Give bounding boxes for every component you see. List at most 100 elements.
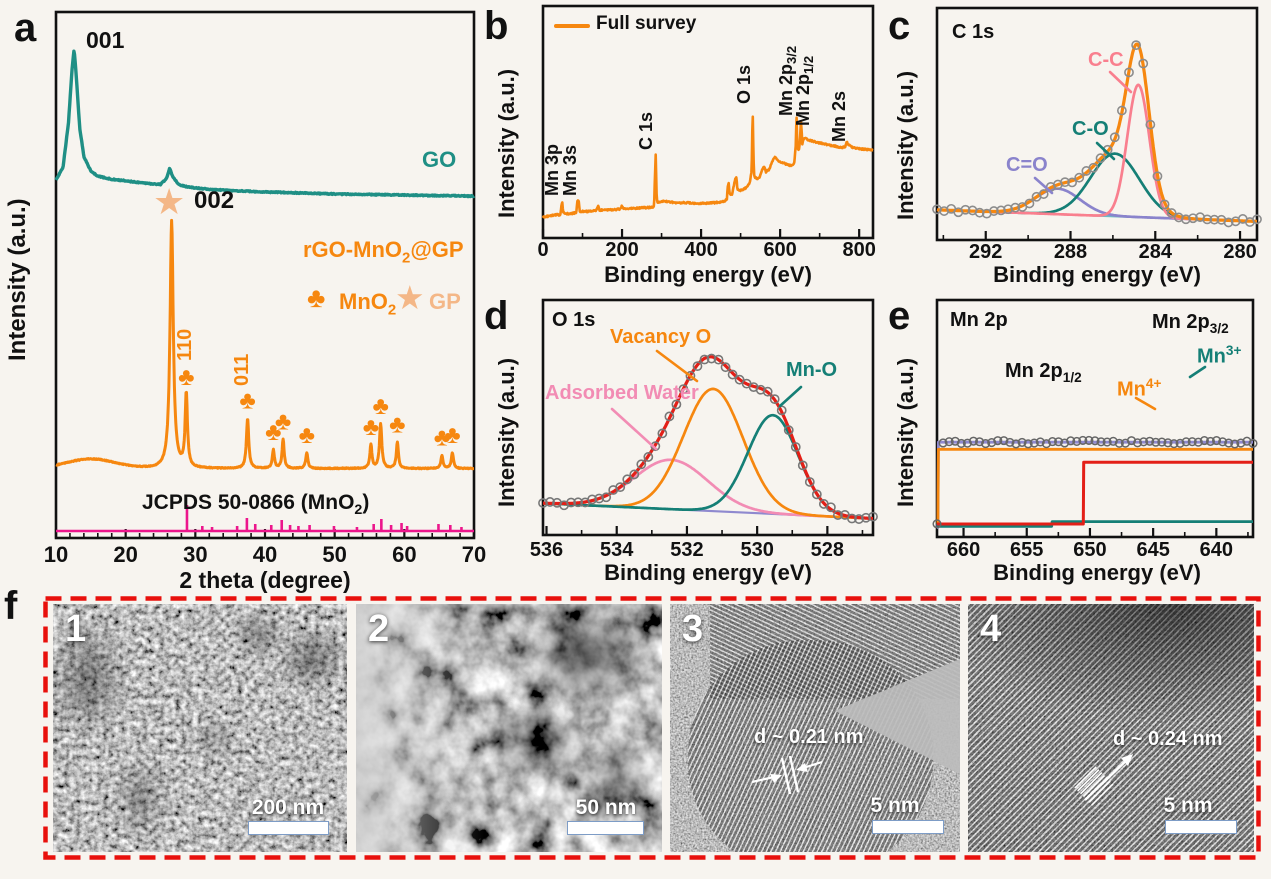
svg-text:400: 400 bbox=[684, 239, 717, 261]
tem-particle-fringes bbox=[688, 640, 933, 852]
data-point bbox=[953, 207, 964, 218]
data-point bbox=[1151, 437, 1161, 447]
sample-series-label: rGO-MnO2@GP bbox=[303, 237, 464, 267]
tem-image-number: 4 bbox=[980, 608, 1002, 650]
data-point bbox=[1052, 179, 1063, 190]
fit-baseline bbox=[936, 208, 1258, 223]
data-point bbox=[1138, 58, 1149, 69]
ceqo-component-label: C=O bbox=[1006, 154, 1048, 176]
GO-curve bbox=[54, 49, 476, 199]
data-point bbox=[1188, 213, 1198, 224]
svg-text:10: 10 bbox=[44, 542, 68, 567]
data-point bbox=[1173, 212, 1184, 223]
tem-light-region bbox=[356, 604, 662, 852]
data-point bbox=[1024, 198, 1035, 209]
scale-bar bbox=[248, 821, 329, 835]
annotation-pointer-line bbox=[1033, 176, 1054, 195]
data-point bbox=[1066, 436, 1076, 446]
data-point bbox=[1252, 214, 1262, 225]
data-point bbox=[1195, 212, 1206, 223]
vacancy-o-label: Vacancy O bbox=[610, 326, 712, 348]
Vacancy O-component-curve bbox=[542, 387, 874, 520]
Mn3+ component-curve bbox=[936, 520, 1254, 528]
data-point bbox=[783, 425, 794, 436]
panel-a-ylabel: Intensity (a.u.) bbox=[4, 198, 31, 362]
data-point bbox=[720, 362, 731, 373]
data-point bbox=[825, 502, 836, 513]
svg-text:40: 40 bbox=[253, 542, 277, 567]
xps-peak-label: Mn 2s bbox=[829, 91, 849, 142]
panel-label-f: f bbox=[4, 584, 18, 628]
svg-text:650: 650 bbox=[1073, 539, 1106, 561]
tem-image-number: 1 bbox=[65, 608, 87, 650]
annotation-pointer-line bbox=[778, 385, 803, 408]
data-point bbox=[1132, 438, 1143, 448]
annotation-pointer-line bbox=[1108, 70, 1133, 94]
data-point bbox=[741, 378, 752, 389]
data-point bbox=[685, 370, 696, 381]
data-point bbox=[636, 459, 647, 470]
data-point bbox=[854, 514, 864, 524]
data-point bbox=[996, 205, 1006, 216]
panel-c-ylabel: Intensity (a.u.) bbox=[893, 70, 918, 220]
data-point bbox=[1060, 177, 1070, 188]
svg-text:60: 60 bbox=[392, 542, 416, 567]
data-point bbox=[1102, 144, 1113, 155]
data-point bbox=[790, 442, 801, 452]
data-point bbox=[559, 500, 569, 511]
panel-b-ylabel: Intensity (a.u.) bbox=[494, 68, 519, 218]
data-point bbox=[657, 428, 668, 439]
data-point bbox=[956, 438, 966, 448]
tem-image-number: 2 bbox=[368, 608, 390, 650]
mn-o-label: Mn-O bbox=[786, 359, 838, 381]
scale-bar-label: 200 nm bbox=[251, 796, 325, 819]
svg-text:50: 50 bbox=[322, 542, 346, 567]
data-point bbox=[566, 497, 576, 508]
tem-image-3: 3 d ~ 0.21 nm 5 nm bbox=[670, 604, 960, 852]
jcpds-reference-label: JCPDS 50-0866 (MnO2) bbox=[142, 491, 370, 519]
data-point bbox=[1166, 208, 1177, 218]
panel-e-ylabel: Intensity (a.u.) bbox=[893, 357, 918, 507]
club-icon: ♣ bbox=[363, 413, 379, 441]
scale-bar-label: 5 nm bbox=[870, 794, 920, 817]
tem-image-1: 1 200 nm bbox=[53, 604, 347, 852]
panel-c-title: C 1s bbox=[952, 21, 995, 43]
data-point bbox=[840, 510, 850, 520]
data-point bbox=[643, 452, 654, 462]
club-icon: ♣ bbox=[307, 282, 326, 313]
data-point bbox=[1202, 214, 1213, 225]
club-icon: ♣ bbox=[299, 421, 315, 449]
Full survey-curve bbox=[541, 115, 874, 219]
data-point bbox=[622, 474, 633, 485]
data-point bbox=[1010, 202, 1021, 213]
tem-image-2: 2 50 nm bbox=[356, 604, 662, 852]
data-point bbox=[629, 469, 640, 480]
tem-image-4: 4 d ~ 0.24 nm 5 nm bbox=[968, 604, 1254, 852]
fit-baseline bbox=[542, 502, 874, 520]
legend-gp-label: GP bbox=[429, 289, 461, 314]
d-spacing-label: d ~ 0.21 nm bbox=[754, 726, 864, 748]
data-point bbox=[1045, 181, 1056, 192]
C=O-component-curve bbox=[936, 187, 1258, 223]
svg-text:655: 655 bbox=[1010, 539, 1043, 561]
data-point bbox=[1139, 437, 1149, 447]
xrd-peak-001-label: 001 bbox=[86, 27, 125, 53]
svg-text:284: 284 bbox=[1139, 241, 1173, 263]
data-point bbox=[762, 386, 773, 397]
data-point bbox=[987, 438, 997, 448]
data-point bbox=[1145, 436, 1155, 446]
club-icon: ♣ bbox=[389, 410, 405, 438]
data-point bbox=[811, 489, 822, 500]
data-point bbox=[1224, 438, 1234, 448]
svg-text:536: 536 bbox=[530, 539, 563, 561]
tem-dark-regions bbox=[53, 604, 347, 852]
panel-a-xlabel: 2 theta (degree) bbox=[179, 567, 351, 593]
data-point bbox=[1244, 217, 1255, 227]
data-point bbox=[664, 411, 675, 422]
data-point bbox=[1108, 436, 1118, 446]
data-point bbox=[706, 353, 717, 364]
data-point bbox=[1017, 437, 1027, 447]
data-point bbox=[999, 436, 1009, 446]
d-spacing-marker bbox=[1074, 754, 1133, 806]
